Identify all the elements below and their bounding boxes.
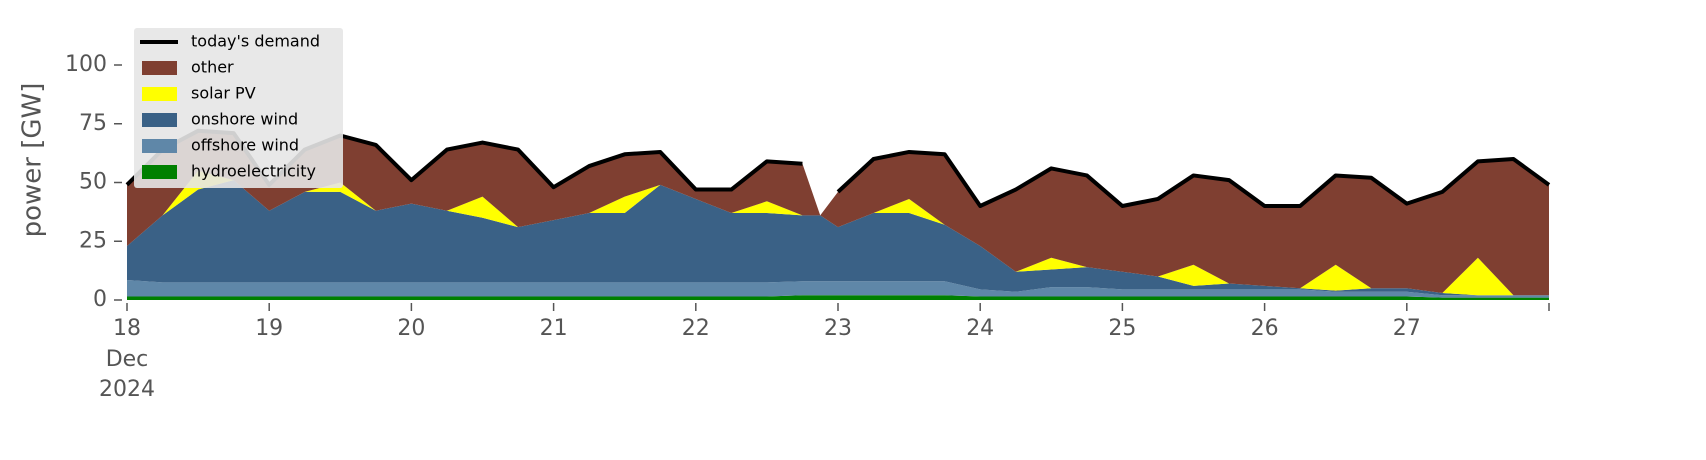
x-tick-label: 22 [682,316,710,341]
legend-swatch [142,113,177,127]
legend-label: other [191,58,234,77]
y-axis-label: power [GW] [18,83,48,238]
x-date-label: Dec [106,347,149,372]
x-date-label: 2024 [99,377,155,402]
x-tick-label: 24 [966,316,994,341]
legend-swatch [142,61,177,75]
x-tick-label: 20 [397,316,425,341]
y-tick-label: 0 [93,287,107,312]
x-tick-label: 25 [1108,316,1136,341]
plot-area [125,128,1551,300]
legend-label: onshore wind [191,110,298,129]
y-tick-label: 100 [65,52,107,77]
legend: today's demand other solar PV onshore wind o… [134,28,343,188]
x-tick-label: 19 [255,316,283,341]
legend-label: offshore wind [191,136,299,155]
x-tick-label: 18 [113,316,141,341]
legend-swatch [142,165,177,179]
legend-swatch [142,87,177,101]
legend-label: solar PV [191,84,256,103]
y-tick-label: 75 [79,111,107,136]
x-tick-label: 21 [540,316,568,341]
axes: 0 25 50 75 100 18 19 20 21 22 23 24 25 26 27 Dec 2024 [65,52,1550,402]
legend-box [134,28,343,188]
legend-swatch [142,139,177,153]
y-tick-label: 50 [79,170,107,195]
legend-label: hydroelectricity [191,162,316,181]
area [127,280,1549,298]
area [127,295,1549,300]
x-tick-label: 23 [824,316,852,341]
area [127,180,1549,296]
legend-label: today's demand [191,32,320,51]
area [127,170,1549,296]
x-tick-label: 27 [1393,316,1421,341]
area [127,130,1549,296]
y-tick-label: 25 [79,228,107,253]
x-tick-label: 26 [1251,316,1279,341]
